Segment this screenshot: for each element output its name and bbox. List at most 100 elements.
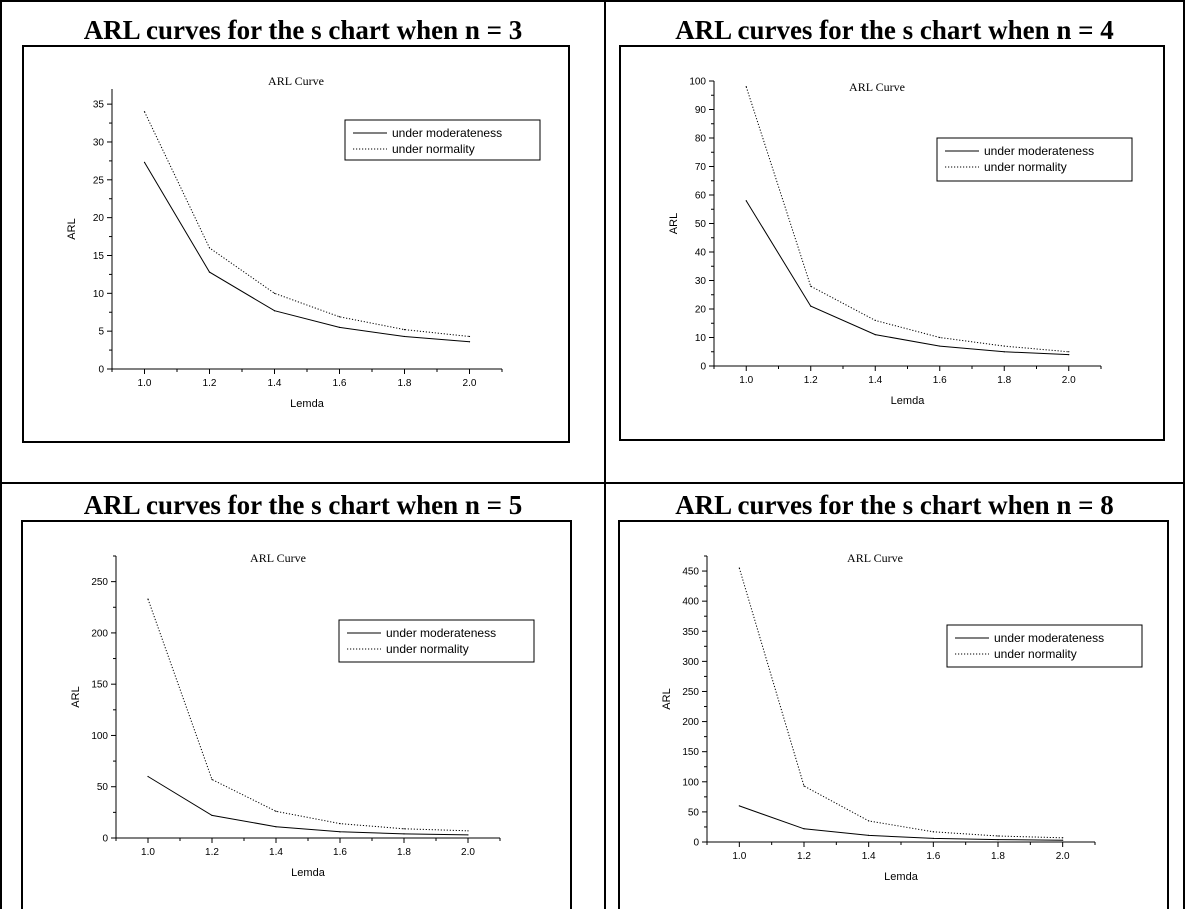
x-tick-label: 1.6 — [333, 378, 347, 389]
x-tick-label: 1.6 — [333, 847, 347, 858]
x-tick-label: 1.0 — [739, 375, 753, 386]
data-point-normality — [211, 778, 213, 781]
x-tick-label: 1.2 — [203, 378, 217, 389]
y-tick-label: 35 — [93, 100, 105, 111]
x-tick-label: 1.4 — [868, 375, 882, 386]
y-tick-label: 30 — [695, 276, 707, 287]
y-tick-label: 50 — [97, 782, 109, 793]
plot-title: ARL Curve — [847, 551, 903, 565]
series-line-moderateness — [147, 776, 469, 836]
legend-label: under moderateness — [386, 626, 496, 640]
x-axis-title: Lemda — [884, 871, 919, 883]
legend-label: under normality — [392, 142, 475, 156]
data-point-normality — [738, 567, 740, 569]
chart-heading: ARL curves for the s chart when n = 8 — [675, 490, 1114, 520]
data-point-normality — [745, 86, 747, 88]
x-tick-label: 2.0 — [461, 847, 475, 858]
legend-box — [344, 119, 541, 161]
series-line-normality — [147, 598, 469, 832]
data-point-moderateness — [810, 305, 812, 307]
series-line-moderateness — [739, 805, 1063, 841]
series-line-normality — [745, 86, 1069, 353]
data-point-normality — [874, 319, 876, 321]
data-point-normality — [147, 598, 149, 600]
data-point-moderateness — [143, 161, 146, 164]
data-point-moderateness — [1062, 839, 1064, 841]
y-tick-label: 0 — [98, 365, 104, 376]
plot-title: ARL Curve — [268, 74, 324, 88]
data-point-normality — [932, 831, 934, 833]
y-tick-label: 15 — [93, 251, 105, 262]
y-tick-label: 100 — [91, 731, 108, 742]
data-point-moderateness — [275, 826, 277, 828]
data-point-moderateness — [868, 834, 870, 836]
series-line-normality — [738, 567, 1063, 839]
data-point-normality — [338, 316, 341, 318]
data-point-normality — [403, 329, 406, 331]
table-border-left — [0, 0, 2, 909]
data-point-normality — [403, 828, 405, 830]
y-tick-label: 300 — [682, 657, 699, 668]
series-line-moderateness — [144, 162, 470, 343]
data-point-normality — [1062, 837, 1064, 839]
series-line-moderateness — [745, 200, 1069, 356]
data-point-moderateness — [745, 200, 747, 202]
y-tick-label: 70 — [695, 162, 707, 173]
legend-label: under normality — [386, 642, 469, 656]
chart-cell-n5: ARL curves for the s chart when n = 5 0 5… — [2, 484, 604, 909]
y-tick-label: 450 — [682, 567, 699, 578]
y-tick-label: 20 — [695, 305, 707, 316]
x-tick-label: 1.0 — [732, 851, 746, 862]
data-point-moderateness — [403, 335, 406, 338]
legend-label: under moderateness — [994, 631, 1104, 645]
chart-heading: ARL curves for the s chart when n = 4 — [675, 15, 1114, 45]
data-point-normality — [468, 335, 471, 338]
y-tick-label: 100 — [689, 77, 706, 88]
chart-panel: 0 10 20 30 40 50 60 70 80 90 100 1.0 1.2 1.4 1.6 1.8 2.0… — [619, 45, 1165, 441]
table-border-top — [0, 0, 1185, 2]
plot-title: ARL Curve — [250, 551, 306, 565]
chart-heading: ARL curves for the s chart when n = 5 — [83, 490, 523, 520]
data-point-normality — [1003, 345, 1005, 347]
y-tick-label: 0 — [700, 362, 706, 373]
x-tick-label: 1.4 — [862, 851, 876, 862]
y-tick-label: 20 — [93, 213, 105, 224]
y-tick-label: 200 — [91, 628, 108, 639]
data-point-moderateness — [338, 326, 341, 328]
x-tick-label: 2.0 — [1056, 851, 1070, 862]
data-point-normality — [208, 247, 211, 249]
y-tick-label: 350 — [682, 627, 699, 638]
y-tick-label: 50 — [688, 807, 700, 818]
legend-label: under moderateness — [392, 126, 502, 140]
legend-box — [936, 137, 1133, 182]
data-point-moderateness — [932, 837, 934, 839]
x-axis-title: Lemda — [891, 395, 926, 407]
x-tick-label: 2.0 — [1062, 375, 1076, 386]
x-axis-title: Lemda — [290, 398, 325, 410]
legend-box — [338, 619, 535, 663]
data-point-moderateness — [208, 271, 211, 273]
data-point-moderateness — [468, 341, 471, 343]
data-point-moderateness — [403, 833, 405, 835]
y-tick-label: 30 — [93, 137, 105, 148]
data-point-normality — [868, 820, 870, 822]
chart-cell-n3: ARL curves for the s chart when n = 3 0 5… — [2, 2, 604, 482]
y-tick-label: 5 — [98, 327, 104, 338]
table-divider-vertical — [604, 0, 606, 909]
x-tick-label: 1.0 — [141, 847, 155, 858]
y-tick-label: 60 — [695, 191, 707, 202]
x-tick-label: 1.2 — [797, 851, 811, 862]
plot-title: ARL Curve — [849, 80, 905, 94]
legend-label: under normality — [984, 160, 1067, 174]
y-tick-label: 50 — [695, 219, 707, 230]
data-point-normality — [467, 830, 469, 832]
data-point-moderateness — [339, 831, 341, 833]
data-point-normality — [273, 292, 276, 294]
y-tick-label: 250 — [91, 577, 108, 588]
data-point-normality — [810, 285, 812, 287]
y-tick-label: 150 — [91, 680, 108, 691]
y-tick-label: 200 — [682, 717, 699, 728]
chart-heading: ARL curves for the s chart when n = 3 — [83, 15, 523, 45]
y-tick-label: 10 — [695, 333, 707, 344]
